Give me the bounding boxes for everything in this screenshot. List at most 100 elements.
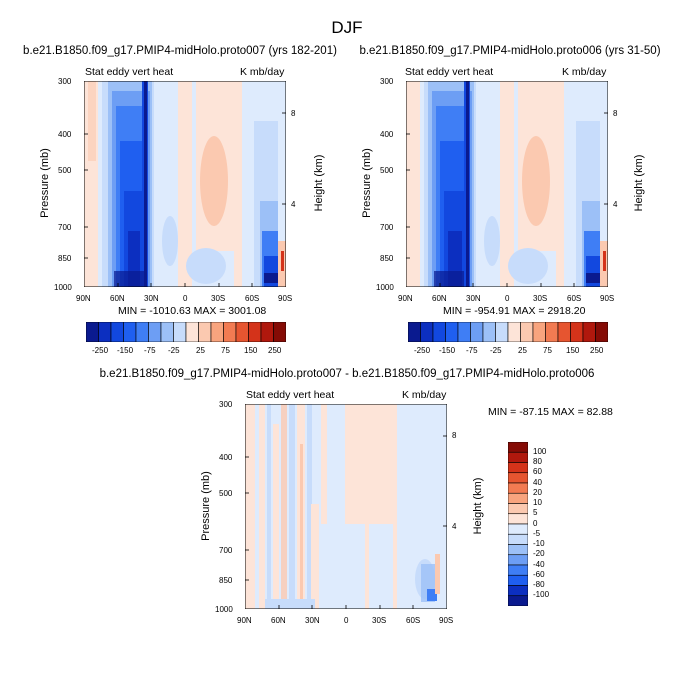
- panel3-colorbar-label: 60: [533, 467, 542, 476]
- panel1-title: b.e21.B1850.f09_g17.PMIP4-midHolo.proto0…: [23, 45, 337, 57]
- panel1-colorbar-label: -75: [144, 346, 156, 355]
- panel2-xtick: 60S: [567, 294, 582, 303]
- panel1-ytick: 400: [58, 130, 72, 139]
- panel3-colorbar-label: 40: [533, 478, 542, 487]
- panel3-colorbar-label: 10: [533, 498, 542, 507]
- panel3-ytick-right: 8: [452, 431, 457, 440]
- panel2-colorbar-label: 250: [590, 346, 604, 355]
- panel3-title: b.e21.B1850.f09_g17.PMIP4-midHolo.proto0…: [99, 368, 595, 380]
- panel1-xtick: 60S: [245, 294, 260, 303]
- panel2-ytick: 500: [380, 166, 394, 175]
- panel3-ytick: 300: [219, 400, 233, 409]
- panel3-left-label: Stat eddy vert heat: [246, 389, 335, 401]
- panel1-colorbar-label: -25: [168, 346, 180, 355]
- panel2-colorbar-label: -75: [466, 346, 478, 355]
- panel2-xtick: 90N: [398, 294, 413, 303]
- panel3-colorbar-label: 20: [533, 488, 542, 497]
- panel1-ytick: 500: [58, 166, 72, 175]
- panel3-ylabel-right: Height (km): [472, 477, 484, 535]
- panel3-xtick: 30S: [372, 616, 387, 625]
- panel2-colorbar-label: 75: [543, 346, 552, 355]
- panel2-colorbar-label: -150: [439, 346, 456, 355]
- panel1-xtick: 0: [183, 294, 188, 303]
- panel2-ytick: 850: [380, 254, 394, 263]
- panel3-xtick: 60N: [271, 616, 286, 625]
- panel1-ylabel: Pressure (mb): [39, 148, 51, 218]
- panel1-units-label: K mb/day: [240, 66, 285, 78]
- panel3-colorbar-label: -10: [533, 539, 545, 548]
- panel2-xtick: 30S: [533, 294, 548, 303]
- panel2-ylabel-right: Height (km): [633, 154, 645, 212]
- panel1-colorbar-label: 250: [268, 346, 282, 355]
- panel3-colorbar-label: -20: [533, 549, 545, 558]
- panel3-ylabel: Pressure (mb): [200, 471, 212, 541]
- panel2-ytick: 700: [380, 223, 394, 232]
- panel2-colorbar-label: -250: [414, 346, 431, 355]
- panel2-colorbar-label: -25: [490, 346, 502, 355]
- panel2-ytick-right: 4: [613, 200, 618, 209]
- panel3-ytick: 700: [219, 546, 233, 555]
- panel3-minmax: MIN = -87.15 MAX = 82.88: [488, 406, 613, 418]
- panel3-colorbar-label: 80: [533, 457, 542, 466]
- panel3-colorbar-label: -60: [533, 570, 545, 579]
- main-title: DJF: [331, 18, 363, 37]
- panel2-colorbar-label: 25: [518, 346, 527, 355]
- panel2-xtick: 90S: [600, 294, 615, 303]
- panel1-xtick: 30N: [144, 294, 159, 303]
- panel3-colorbar: [508, 442, 528, 606]
- panel2-xtick: 0: [505, 294, 510, 303]
- panel2-title: b.e21.B1850.f09_g17.PMIP4-midHolo.proto0…: [359, 45, 661, 57]
- panel3-ytick: 850: [219, 576, 233, 585]
- panel3-plot: [245, 404, 447, 609]
- panel3-xtick: 90S: [439, 616, 454, 625]
- panel3-xtick: 0: [344, 616, 349, 625]
- panel1-colorbar-label: 25: [196, 346, 205, 355]
- panel3-colorbar-label: -80: [533, 580, 545, 589]
- panel1-colorbar-label: -150: [117, 346, 134, 355]
- panel2-left-label: Stat eddy vert heat: [405, 66, 494, 78]
- panel2-colorbar: [408, 322, 608, 342]
- panel3-colorbar-label: -40: [533, 560, 545, 569]
- panel2-ytick: 300: [380, 77, 394, 86]
- panel1-xtick: 90N: [76, 294, 91, 303]
- panel1-ytick-right: 4: [291, 200, 296, 209]
- panel1-left-label: Stat eddy vert heat: [85, 66, 174, 78]
- panel1-ytick: 300: [58, 77, 72, 86]
- panel1-xtick: 90S: [278, 294, 293, 303]
- panel3-colorbar-label: 0: [533, 519, 538, 528]
- panel2-units-label: K mb/day: [562, 66, 607, 78]
- panel1-plot: [84, 81, 286, 287]
- panel1-xtick: 30S: [211, 294, 226, 303]
- panel2-xtick: 30N: [466, 294, 481, 303]
- panel1-ytick: 1000: [54, 283, 72, 292]
- panel3-colorbar-label: 5: [533, 508, 538, 517]
- panel2-xtick: 60N: [432, 294, 447, 303]
- panel2-ytick: 400: [380, 130, 394, 139]
- panel1-colorbar-label: 150: [244, 346, 258, 355]
- panel3-units-label: K mb/day: [402, 389, 447, 401]
- panel1-ytick: 850: [58, 254, 72, 263]
- panel1-minmax: MIN = -1010.63 MAX = 3001.08: [118, 305, 267, 317]
- panel3-ytick: 500: [219, 489, 233, 498]
- panel3-ytick: 400: [219, 453, 233, 462]
- panel3-xtick: 90N: [237, 616, 252, 625]
- panel1-colorbar-label: -250: [92, 346, 109, 355]
- panel2-colorbar-label: 150: [566, 346, 580, 355]
- panel3-xtick: 30N: [305, 616, 320, 625]
- panel3-colorbar-label: -100: [533, 590, 550, 599]
- panel3-ytick-right: 4: [452, 522, 457, 531]
- panel2-ylabel: Pressure (mb): [361, 148, 373, 218]
- panel1-colorbar: [86, 322, 286, 342]
- panel2-minmax: MIN = -954.91 MAX = 2918.20: [443, 305, 586, 317]
- panel2-ytick: 1000: [376, 283, 394, 292]
- panel1-ytick-right: 8: [291, 109, 296, 118]
- panel1-ytick: 700: [58, 223, 72, 232]
- panel1-ylabel-right: Height (km): [313, 154, 325, 212]
- panel3-colorbar-label: -5: [533, 529, 541, 538]
- panel2-ytick-right: 8: [613, 109, 618, 118]
- panel2-plot: [406, 81, 608, 287]
- panel1-colorbar-label: 75: [221, 346, 230, 355]
- panel3-ytick: 1000: [215, 605, 233, 614]
- panel3-xtick: 60S: [406, 616, 421, 625]
- panel3-colorbar-label: 100: [533, 447, 547, 456]
